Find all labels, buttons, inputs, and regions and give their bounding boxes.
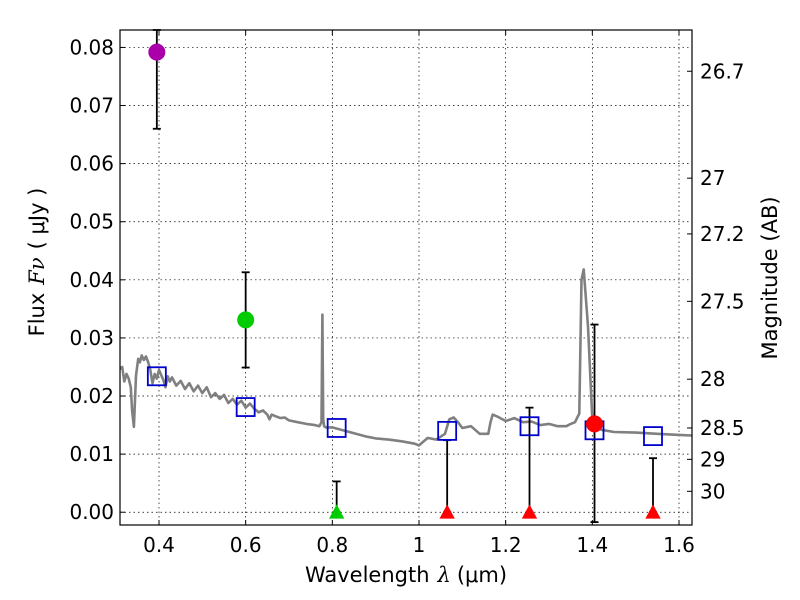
y-tick-label: 0.00 [69,500,114,524]
y-tick-label: 0.05 [69,210,114,234]
model-photometry-layer [146,366,663,447]
model-sed-line [120,268,692,447]
x-tick-label: 1.2 [490,533,522,557]
y-tick-label: 0.08 [69,35,114,59]
axis-ticks: 0.4 0.6 0.8 1 1.2 1.4 1.6 0.00 0.01 0.02 0.03 0.04 0… [69,30,745,557]
model-flux-square [643,426,663,447]
magnitude-tick-label: 26.7 [700,59,745,83]
model-flux-square [326,418,347,438]
x-tick-label: 1.4 [576,533,608,557]
y-axis-label: FluxFν( μJy ) [25,188,49,337]
gridlines [120,30,692,525]
x-tick-label: 0.6 [230,533,262,557]
x-tick-label: 0.8 [316,533,348,557]
magnitude-tick-label: 29 [700,447,725,471]
y-tick-label: 0.06 [69,152,114,176]
x-tick-label: 1 [413,533,426,557]
model-flux-square [235,397,256,417]
y-tick-label: 0.07 [69,94,114,118]
model-sed-layer [120,268,692,447]
magnitude-tick-label: 27.5 [700,289,745,313]
model-flux-square [437,420,458,441]
x-axis-label: Wavelength λ (μm) [305,563,507,587]
detection-point [586,415,603,433]
detection-point [148,43,166,61]
magnitude-tick-label: 28 [700,367,725,391]
x-tick-label: 0.4 [143,533,175,557]
plot-frame [119,29,693,526]
y-tick-label: 0.01 [69,442,114,466]
magnitude-tick-label: 27 [700,166,725,190]
upper-limit-triangle [328,504,345,519]
upper-limit-triangle [439,504,455,519]
magnitude-tick-label: 30 [700,479,725,503]
y-tick-label: 0.02 [69,384,114,408]
magnitude-tick-label: 28.5 [700,416,745,440]
y-tick-label: 0.03 [69,326,114,350]
detection-point [237,311,255,329]
model-flux-square [519,416,540,437]
model-flux-square [146,366,167,387]
x-tick-label: 1.6 [663,533,695,557]
upper-limit-triangle [645,504,661,519]
detection-layer [148,43,661,519]
y2-axis-label: Magnitude (AB) [758,196,782,359]
y-tick-label: 0.04 [69,268,114,292]
upper-limit-triangle [521,504,538,519]
magnitude-tick-label: 27.2 [700,222,745,246]
